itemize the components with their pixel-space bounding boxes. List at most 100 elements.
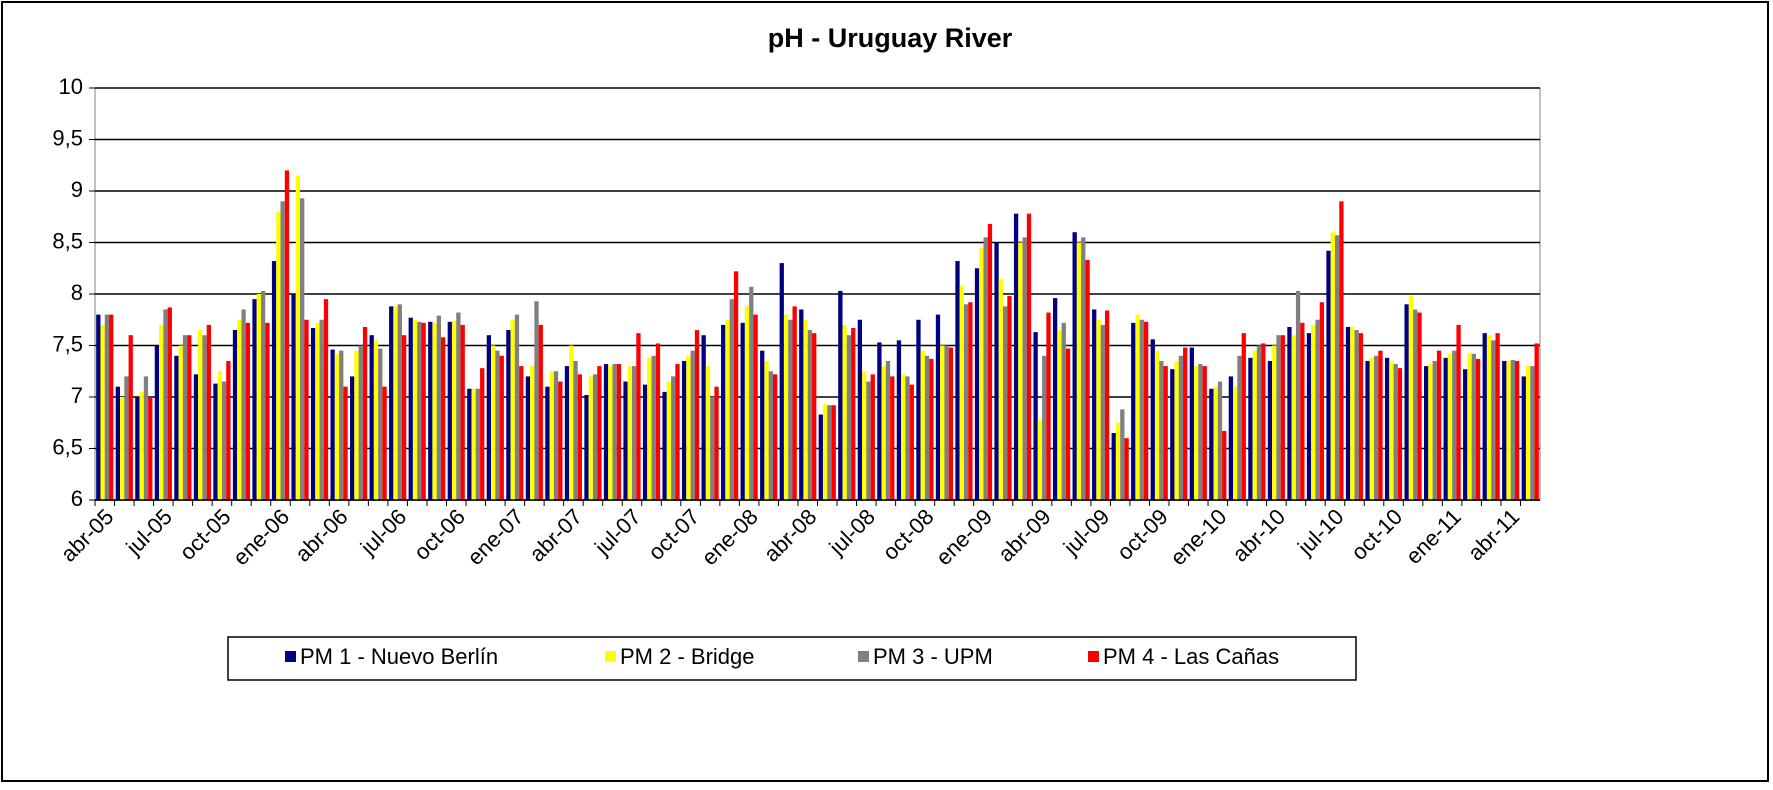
bar xyxy=(373,340,379,500)
bar xyxy=(241,309,246,500)
bar xyxy=(655,343,661,500)
bar xyxy=(1300,322,1305,500)
bar xyxy=(881,366,886,500)
bar xyxy=(768,371,773,500)
bar xyxy=(1276,335,1281,500)
bar xyxy=(1443,357,1448,500)
bar xyxy=(909,384,914,500)
bar xyxy=(310,327,316,500)
bar xyxy=(226,360,231,500)
bar xyxy=(1042,355,1047,500)
bar xyxy=(128,335,133,500)
bar xyxy=(714,386,719,500)
bar xyxy=(237,319,242,500)
bar xyxy=(421,322,426,500)
bar xyxy=(1510,359,1516,500)
bar xyxy=(788,319,793,500)
y-tick-label: 6,5 xyxy=(52,434,83,459)
bar xyxy=(1085,260,1090,500)
bar xyxy=(334,353,340,500)
bar xyxy=(1100,324,1105,500)
bar xyxy=(1378,350,1383,500)
y-tick-label: 7,5 xyxy=(52,331,83,356)
bar xyxy=(616,364,622,500)
bar xyxy=(1417,312,1422,500)
bar xyxy=(221,381,227,500)
bar xyxy=(1350,326,1355,500)
bar xyxy=(1081,237,1086,500)
bar xyxy=(569,345,574,500)
bar xyxy=(710,397,715,500)
bar xyxy=(245,322,251,500)
bar xyxy=(467,388,472,500)
bar xyxy=(295,175,301,501)
bar xyxy=(631,366,637,500)
bar xyxy=(792,306,797,500)
bar xyxy=(1154,350,1160,500)
bar xyxy=(323,299,329,500)
bar xyxy=(870,374,875,500)
bar xyxy=(553,371,559,500)
bar xyxy=(545,386,550,500)
bar xyxy=(519,366,524,500)
bar xyxy=(1315,319,1320,500)
bar xyxy=(1033,332,1038,500)
bar xyxy=(124,376,129,500)
bar xyxy=(974,268,980,500)
bar xyxy=(842,324,847,500)
bar xyxy=(1463,369,1468,500)
bar xyxy=(846,335,852,500)
bar xyxy=(1228,376,1234,500)
bar xyxy=(480,368,485,500)
bar xyxy=(1319,302,1325,500)
bar xyxy=(901,374,906,500)
bar xyxy=(100,324,105,500)
bar xyxy=(597,366,602,500)
bar xyxy=(929,358,934,500)
bar xyxy=(1534,343,1539,500)
bar xyxy=(642,384,648,500)
bar xyxy=(1037,419,1043,500)
bar xyxy=(232,330,238,500)
bar xyxy=(584,394,589,500)
bar xyxy=(831,405,836,500)
bar xyxy=(510,319,515,500)
bar xyxy=(1018,242,1023,500)
bar xyxy=(1436,350,1442,500)
bar xyxy=(276,211,281,500)
bar xyxy=(1120,409,1125,500)
bar xyxy=(753,314,758,500)
bar xyxy=(924,355,930,500)
bar xyxy=(495,350,500,500)
bar xyxy=(827,405,832,500)
bar xyxy=(167,307,172,500)
bar xyxy=(525,376,531,500)
bar xyxy=(851,327,856,500)
bar xyxy=(187,335,192,500)
bar xyxy=(994,242,999,500)
bar xyxy=(935,314,941,500)
bar xyxy=(1072,232,1077,500)
bar xyxy=(1506,360,1511,500)
bar xyxy=(178,345,183,500)
y-tick-label: 9 xyxy=(71,177,83,202)
bar xyxy=(514,314,520,500)
bar xyxy=(1267,360,1273,500)
bar xyxy=(1213,386,1218,500)
bar xyxy=(300,198,305,500)
bar xyxy=(588,376,593,500)
bar xyxy=(1358,333,1364,500)
bar xyxy=(1061,322,1066,500)
bar xyxy=(206,324,211,500)
bar xyxy=(109,314,114,500)
bar xyxy=(1163,366,1168,500)
legend-swatch xyxy=(605,651,616,662)
bar xyxy=(213,383,218,500)
bar xyxy=(139,391,144,500)
bar xyxy=(1170,369,1175,500)
bar xyxy=(1525,366,1531,500)
bar xyxy=(681,360,687,500)
bar xyxy=(1330,232,1335,500)
bar xyxy=(1092,309,1097,500)
bar xyxy=(354,350,359,500)
